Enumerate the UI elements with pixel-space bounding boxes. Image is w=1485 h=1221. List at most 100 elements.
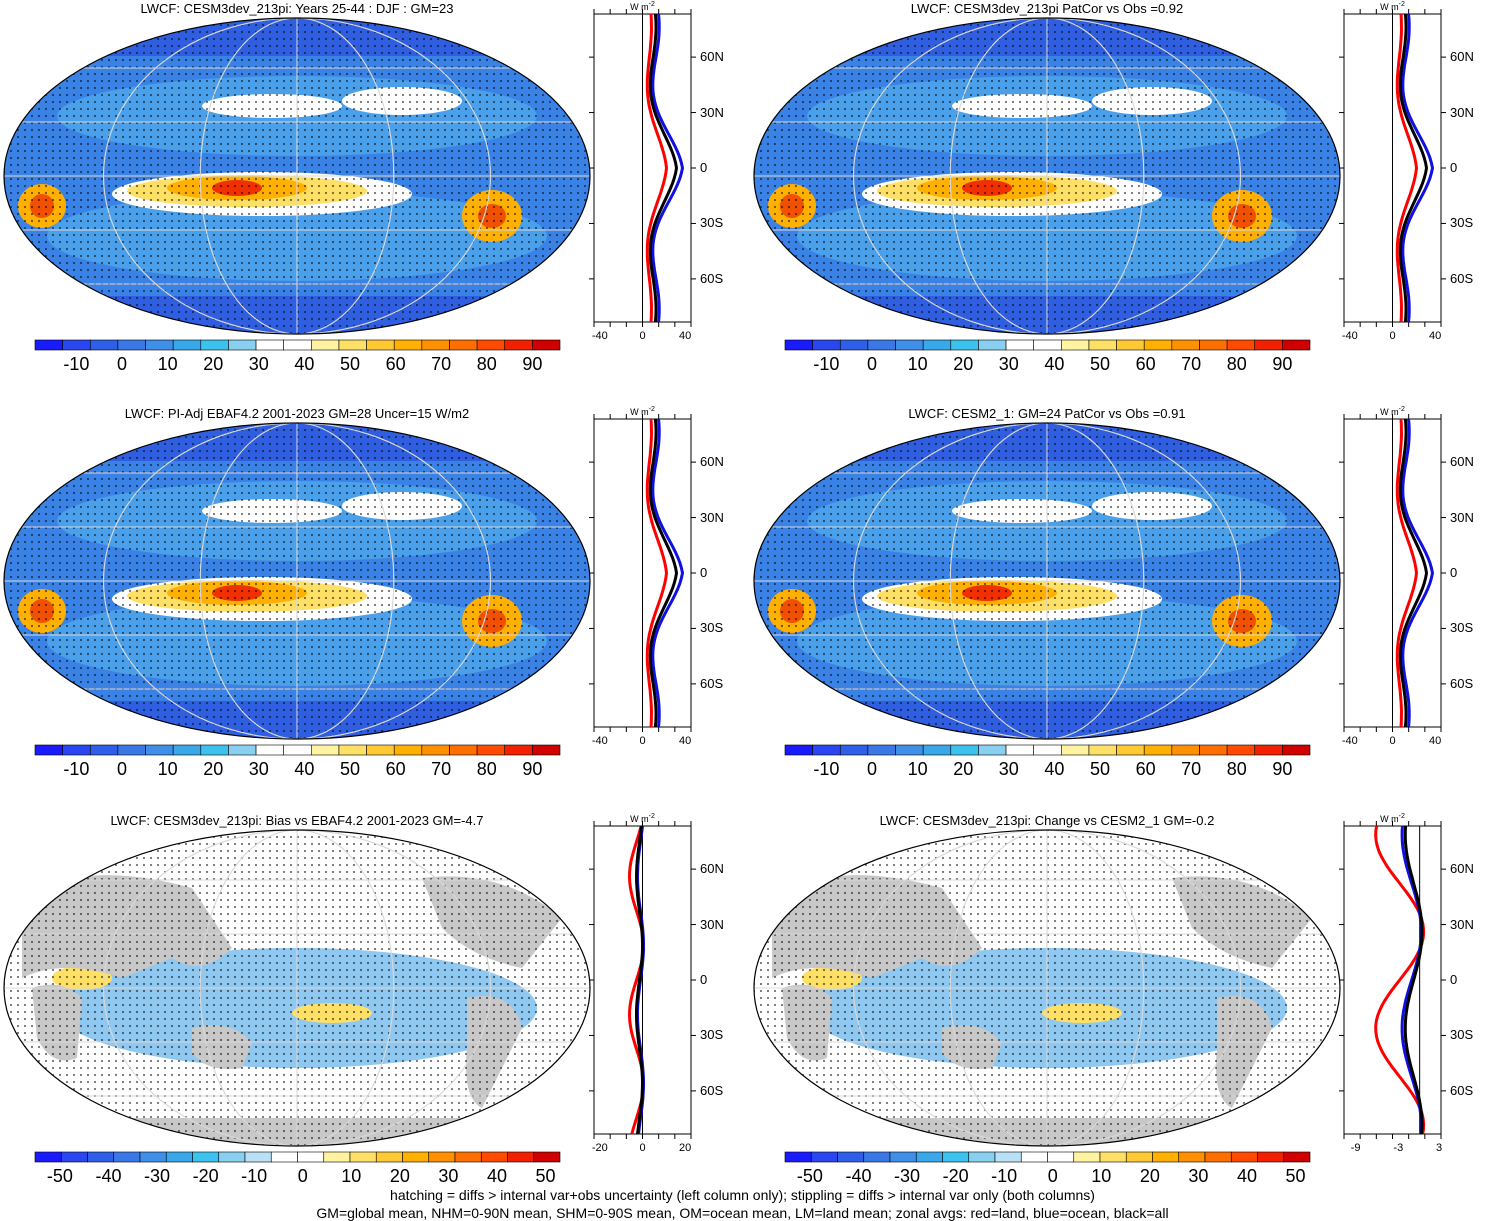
colorbar-swatch [145, 339, 174, 351]
zonal-land-line [1395, 13, 1419, 323]
colorbar-label: 50 [339, 759, 361, 779]
colorbar-swatch [192, 1151, 220, 1163]
colorbar-swatch [165, 1151, 193, 1163]
colorbar-swatch [1226, 744, 1256, 756]
colorbar-label: 40 [294, 759, 315, 779]
zonal-mean-plot [589, 821, 696, 1139]
zonal-all-line [648, 13, 679, 323]
graticule [754, 830, 1340, 1146]
latitude-label: 30N [700, 104, 724, 120]
graticule [754, 423, 1340, 739]
latitude-label: 60S [1450, 270, 1474, 286]
colorbar-swatch [1254, 744, 1283, 756]
colorbar-swatch [1073, 1151, 1101, 1163]
zonal-unit-label: W m-2 [630, 813, 655, 824]
colorbar-swatch [839, 339, 869, 351]
latitude-label: 30N [1450, 104, 1474, 120]
robinson-map [753, 829, 1341, 1147]
colorbar-label: 10 [157, 759, 178, 779]
latitude-label: 30S [1450, 1027, 1474, 1043]
colorbar-swatch [62, 744, 91, 756]
zonal-x-tick: 0 [639, 1142, 646, 1154]
colorbar-swatch [1143, 744, 1173, 756]
zonal-mean-plot [589, 414, 696, 732]
colorbar-swatch [1033, 339, 1062, 351]
latitude-label: 30N [700, 509, 724, 525]
colorbar-swatch [968, 1151, 996, 1163]
zonal-unit-label: W m-2 [1380, 813, 1405, 824]
colorbar-swatch [1116, 744, 1145, 756]
latitude-label: 60N [1450, 49, 1474, 65]
colorbar-swatch [311, 744, 340, 756]
colorbar-swatch [837, 1151, 865, 1163]
colorbar-swatch [895, 744, 924, 756]
colorbar-swatch [62, 339, 91, 351]
latitude-label: 60N [700, 49, 724, 65]
colorbar-label: 40 [1044, 354, 1065, 374]
colorbar-label: -10 [63, 354, 90, 374]
colorbar-label: 30 [438, 1166, 459, 1186]
colorbar-swatch [476, 744, 506, 756]
zonal-x-tick: 0 [1389, 735, 1396, 747]
colorbar-label: 50 [339, 354, 361, 374]
colorbar-swatch [255, 339, 284, 351]
zonal-x-tick: -40 [1341, 330, 1358, 342]
colorbar-swatch [1283, 1151, 1311, 1163]
colorbar-label: 80 [1226, 759, 1247, 779]
colorbar-label: 50 [1285, 1166, 1306, 1186]
colorbar-swatch [421, 339, 450, 351]
colorbar [34, 1151, 561, 1163]
footer-note-legend: GM=global mean, NHM=0-90N mean, SHM=0-90… [316, 1205, 1169, 1221]
colorbar-swatch [1226, 339, 1256, 351]
zonal-x-tick: 40 [1429, 330, 1442, 342]
graticule [4, 423, 590, 739]
colorbar-label: 80 [476, 759, 497, 779]
latitude-label: 30S [700, 1027, 724, 1043]
colorbar-label: 0 [297, 1166, 308, 1186]
zonal-x-tick: 3 [1435, 1142, 1443, 1154]
colorbar-swatch [1171, 339, 1200, 351]
colorbar-label: 60 [385, 759, 406, 779]
colorbar-swatch [922, 339, 952, 351]
colorbar-swatch [1282, 339, 1311, 351]
colorbar-label: 0 [1047, 1166, 1058, 1186]
panel-title: LWCF: CESM3dev_213pi PatCor vs Obs =0.92 [910, 1, 1184, 16]
zonal-land-line [645, 13, 669, 323]
colorbar-swatch [117, 339, 146, 351]
colorbar-swatch [428, 1151, 456, 1163]
colorbar-swatch [1005, 744, 1034, 756]
colorbar-swatch [1125, 1151, 1153, 1163]
colorbar-label: 20 [389, 1166, 410, 1186]
latitude-label: 60S [700, 270, 724, 286]
colorbar-swatch [228, 339, 257, 351]
colorbar-swatch [338, 339, 367, 351]
colorbar-label: 20 [953, 759, 974, 779]
zonal-all-line [1398, 418, 1429, 728]
zonal-mean-plot [589, 9, 696, 327]
colorbar-label: 30 [1188, 1166, 1209, 1186]
latitude-label: 60N [700, 454, 724, 470]
colorbar-label: 0 [867, 759, 878, 779]
colorbar-swatch [270, 1151, 298, 1163]
colorbar-swatch [812, 339, 841, 351]
colorbar-label: -10 [63, 759, 90, 779]
zonal-all-line [634, 825, 645, 1135]
zonal-x-tick: 0 [1389, 330, 1396, 342]
colorbar-swatch [139, 1151, 167, 1163]
colorbar-swatch [172, 744, 202, 756]
colorbar-swatch [1099, 1151, 1127, 1163]
panel-title: LWCF: CESM3dev_213pi: Change vs CESM2_1 … [879, 813, 1215, 828]
colorbar-label: -30 [144, 1166, 171, 1186]
colorbar-swatch [228, 744, 257, 756]
zonal-x-tick: 0 [639, 330, 646, 342]
robinson-map [753, 422, 1341, 740]
latitude-label: 30S [700, 620, 724, 636]
robinson-map [3, 17, 591, 335]
colorbar-swatch [393, 339, 423, 351]
colorbar-swatch [1047, 1151, 1075, 1163]
zonal-x-tick: -9 [1350, 1142, 1361, 1154]
colorbar-swatch [533, 1151, 561, 1163]
colorbar-swatch [915, 1151, 943, 1163]
colorbar-swatch [421, 744, 450, 756]
latitude-label: 60N [1450, 454, 1474, 470]
